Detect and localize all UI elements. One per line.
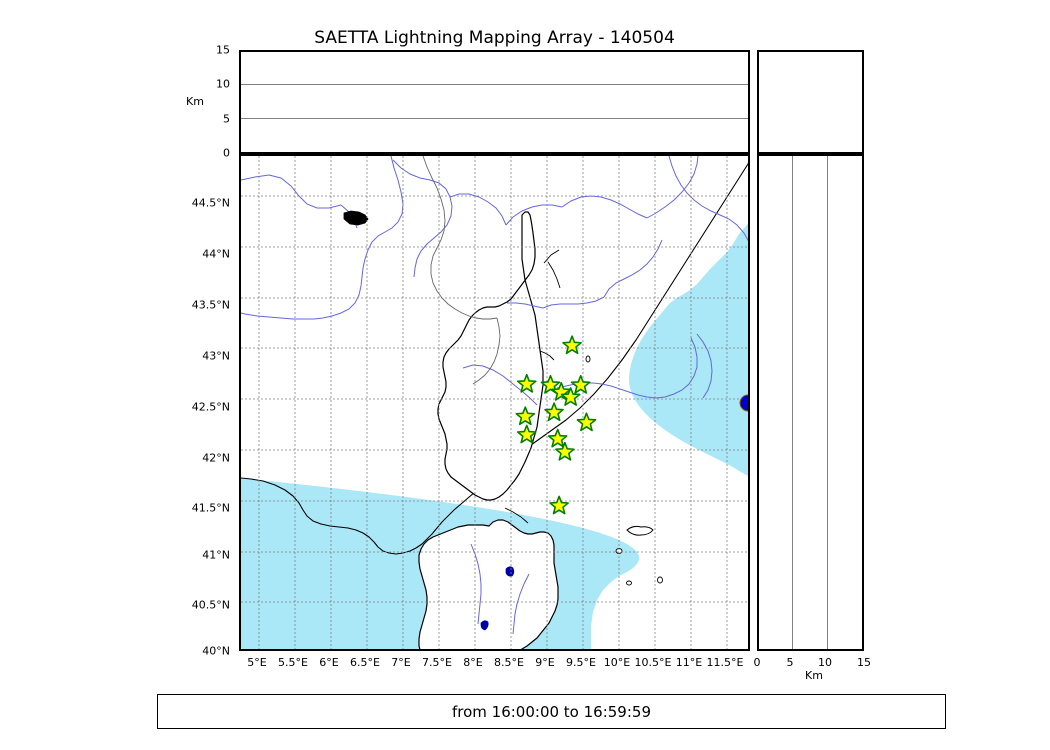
station-star-marker[interactable] <box>547 428 568 448</box>
tick-dist-5: 5 <box>786 656 794 669</box>
distance-axis-label: Km <box>805 669 823 682</box>
tick-lon-11.5: 11.5°E <box>706 656 744 669</box>
time-range-caption-box: from 16:00:00 to 16:59:59 <box>157 694 946 729</box>
tick-lon-8: 8°E <box>463 656 483 669</box>
admin-borders <box>422 156 501 385</box>
river-sardinia-east <box>512 573 530 635</box>
corner-panel <box>757 50 864 154</box>
station-star-marker[interactable] <box>570 374 591 394</box>
station-star-marker[interactable] <box>515 406 536 426</box>
station-star-marker[interactable] <box>540 374 561 394</box>
tick-lon-11: 11°E <box>675 656 703 669</box>
gridline-alt-5 <box>241 118 748 119</box>
island-small-4 <box>585 355 591 363</box>
tick-lon-5.5: 5.5°E <box>278 656 308 669</box>
island-small-3 <box>657 576 663 584</box>
river-network <box>241 156 748 399</box>
tick-alt-15: 15 <box>216 43 230 57</box>
tick-dist-10: 10 <box>818 656 832 669</box>
station-star-marker[interactable] <box>576 412 597 432</box>
tick-lat-43: 43°N <box>202 349 230 363</box>
tick-lat-44: 44°N <box>202 247 230 261</box>
tick-lat-42.5: 42.5°N <box>191 400 230 414</box>
tick-lon-10: 10°E <box>603 656 631 669</box>
tick-lat-44.5: 44.5°N <box>191 196 230 210</box>
map-panel[interactable] <box>239 154 750 651</box>
tick-lon-8.5: 8.5°E <box>494 656 524 669</box>
corsica-cape-east <box>539 350 555 361</box>
tick-lat-42: 42°N <box>202 451 230 465</box>
tick-lat-41.5: 41.5°N <box>191 501 230 515</box>
river-corsica <box>462 364 538 406</box>
station-star-marker[interactable] <box>562 335 582 355</box>
corsica-outline <box>437 211 544 501</box>
tick-lat-40.5: 40.5°N <box>191 598 230 612</box>
station-star-marker[interactable] <box>555 441 575 461</box>
tick-lat-40: 40°N <box>202 644 230 658</box>
tick-alt-10: 10 <box>216 77 230 91</box>
tick-lat-43.5: 43.5°N <box>191 298 230 312</box>
tick-lon-6: 6°E <box>319 656 339 669</box>
gridline-alt-10 <box>241 84 748 85</box>
tick-lon-9.5: 9.5°E <box>566 656 596 669</box>
lake-sardinia-2 <box>480 620 489 631</box>
tick-lon-5: 5°E <box>247 656 267 669</box>
tick-alt-0: 0 <box>223 146 230 160</box>
station-star-marker[interactable] <box>516 373 537 393</box>
island-small-2 <box>626 580 632 586</box>
gridline-dist-5 <box>792 156 793 649</box>
tick-dist-0: 0 <box>753 656 761 669</box>
station-star-marker[interactable] <box>516 424 537 444</box>
time-range-caption: from 16:00:00 to 16:59:59 <box>451 702 651 721</box>
tick-lon-6.5: 6.5°E <box>350 656 380 669</box>
station-star-marker[interactable] <box>549 495 569 515</box>
tick-lon-9: 9°E <box>535 656 555 669</box>
sardinia-outline <box>418 519 559 649</box>
bonifacio-strait <box>504 507 529 524</box>
elba-island <box>626 525 654 536</box>
station-markers[interactable] <box>515 335 597 515</box>
station-star-marker[interactable] <box>544 402 564 422</box>
station-star-marker[interactable] <box>560 387 581 406</box>
map-graphic <box>241 156 750 649</box>
tick-lon-7: 7°E <box>391 656 411 669</box>
station-star-marker[interactable] <box>551 382 572 401</box>
altitude-vs-latitude-panel <box>757 154 864 651</box>
tick-lon-7.5: 7.5°E <box>422 656 452 669</box>
source-marker-blue[interactable] <box>739 394 750 412</box>
corsica-cape-ne <box>547 261 561 289</box>
lake-sardinia-1 <box>505 566 515 577</box>
tick-lat-41: 41°N <box>202 548 230 562</box>
altitude-axis-label: Km <box>186 95 204 108</box>
tick-dist-15: 15 <box>857 656 871 669</box>
tick-alt-5: 5 <box>223 112 230 126</box>
map-gridlines <box>241 156 748 649</box>
figure-title: SAETTA Lightning Mapping Array - 140504 <box>314 28 675 48</box>
river-sardinia-west <box>470 543 482 625</box>
gridline-dist-10 <box>827 156 828 649</box>
lake-mainland <box>343 210 369 226</box>
corsica-cape-n <box>543 249 560 264</box>
altitude-vs-longitude-panel <box>239 50 750 154</box>
tick-lon-10.5: 10.5°E <box>634 656 672 669</box>
